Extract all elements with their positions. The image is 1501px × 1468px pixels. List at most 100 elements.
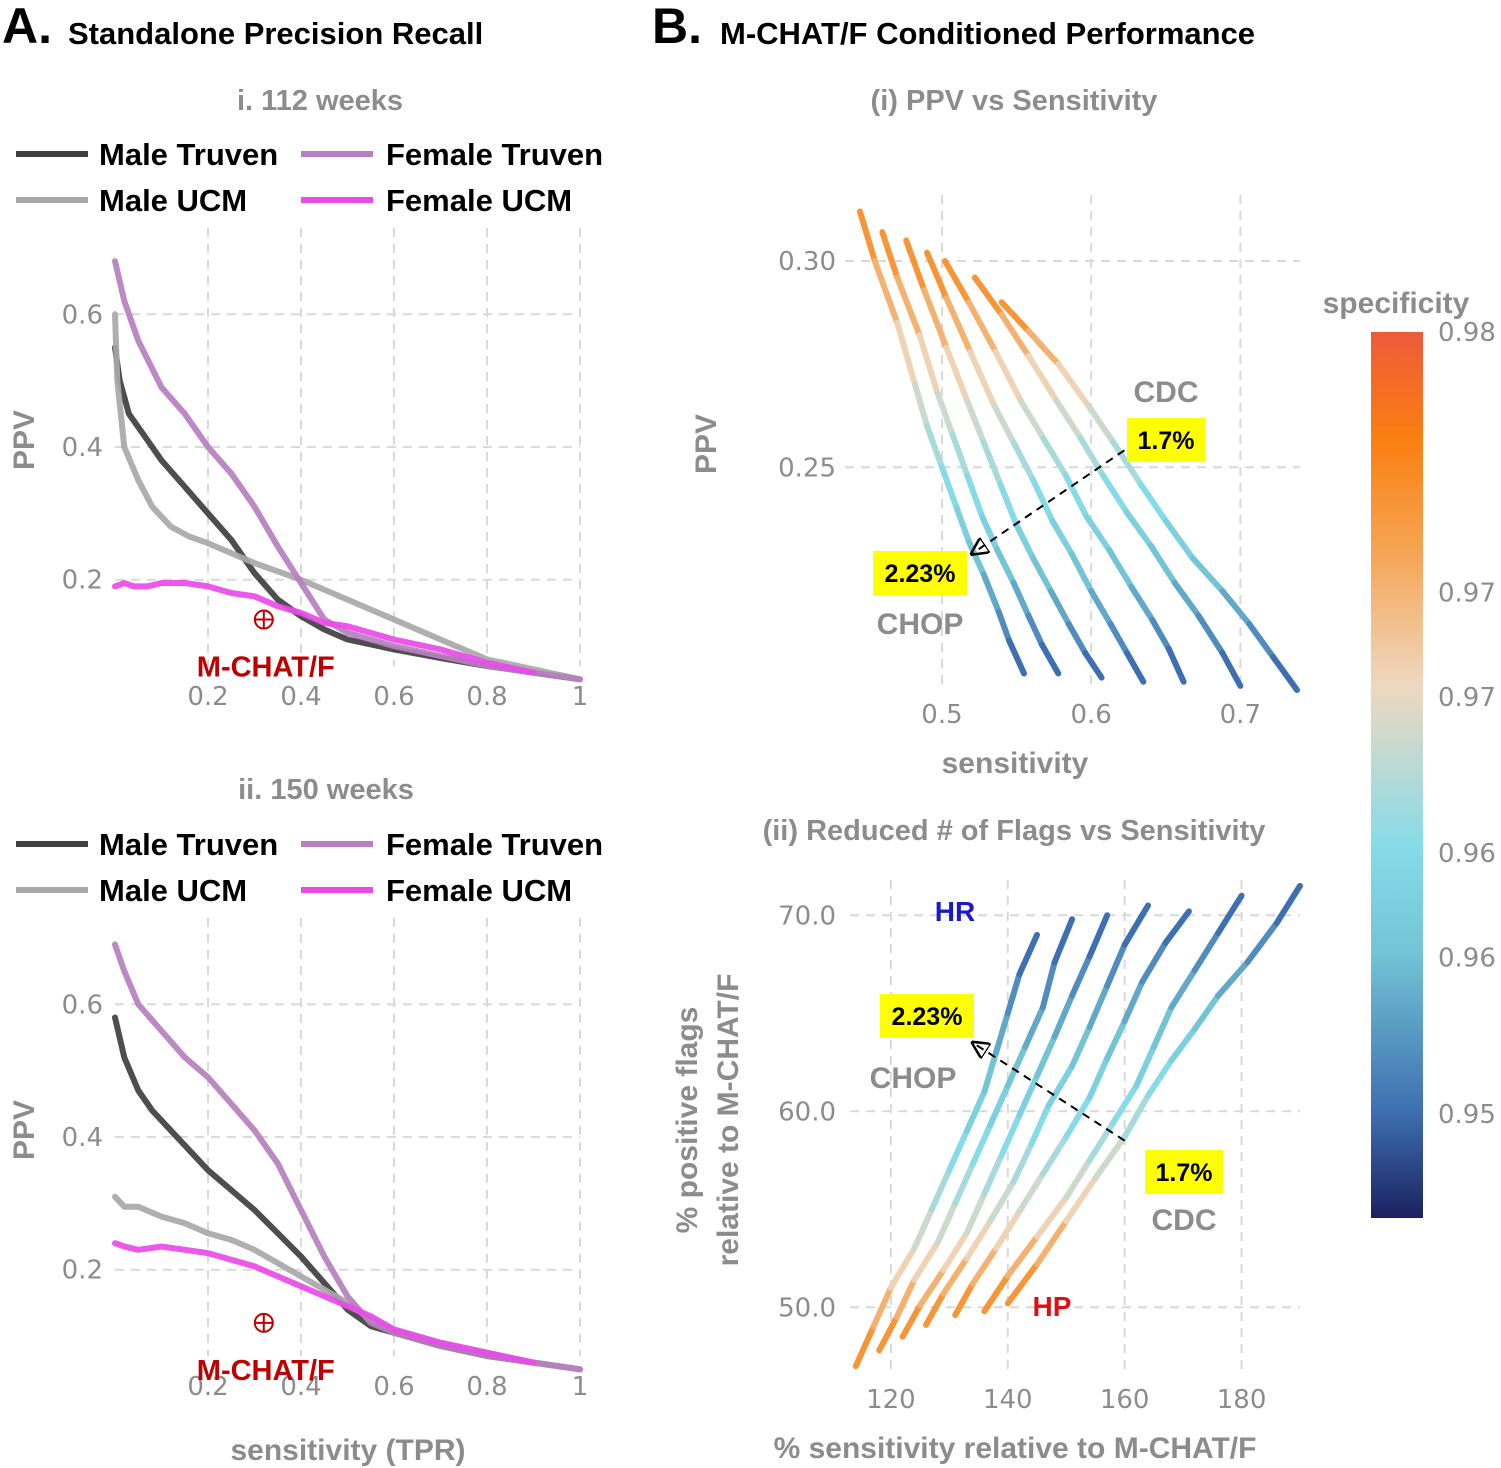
spec-series-1 <box>856 208 1028 677</box>
series-segment <box>1045 1063 1076 1109</box>
x-tick-label: 0.7 <box>1220 700 1261 730</box>
series-segment <box>1029 555 1054 594</box>
series-segment <box>992 348 1025 405</box>
series-segment <box>1086 912 1111 960</box>
chart-b-ii-title: (ii) Reduced # of Flags vs Sensitivity <box>763 815 1266 847</box>
series-segment <box>1053 398 1084 442</box>
spec-series-7 <box>1004 882 1303 1307</box>
series-segment <box>981 1049 1000 1095</box>
series-segment <box>1025 328 1062 368</box>
chart-b-ii-xlabel: % sensitivity relative to M-CHAT/F <box>774 1432 1257 1465</box>
annotation-from-value: 1.7% <box>1156 1159 1213 1187</box>
series-segment <box>1069 1024 1093 1070</box>
series-segment <box>912 381 931 429</box>
legend-label-female-truven: Female Truven <box>386 137 603 172</box>
annotation-to-name: CHOP <box>870 1062 957 1095</box>
series-segment <box>940 1255 970 1297</box>
series-segment <box>1022 1004 1046 1050</box>
series-segment <box>998 311 1032 359</box>
x-tick-label: 140 <box>983 1385 1033 1415</box>
series-segment <box>1088 588 1114 627</box>
series-segment <box>916 332 941 396</box>
y-tick-label: 0.2 <box>62 1256 103 1286</box>
series-segment <box>998 299 1032 335</box>
spec-series-5 <box>952 908 1192 1319</box>
series-segment <box>987 1178 1017 1225</box>
series-segment <box>1191 992 1222 1032</box>
y-tick-label: 0.4 <box>62 433 103 463</box>
series-segment <box>1013 522 1036 561</box>
series-segment <box>856 208 878 264</box>
chart-b-i-ylabel: PPV <box>690 414 723 474</box>
chart-b-i-series <box>856 208 1301 693</box>
panel-b-letter: B. <box>652 0 702 54</box>
series-segment <box>1191 929 1222 974</box>
series-segment <box>1010 579 1032 619</box>
legend-label-female-ucm: Female UCM <box>386 183 572 218</box>
series-segment <box>1100 472 1130 516</box>
series-segment <box>1028 1102 1052 1148</box>
series-segment <box>1055 361 1092 409</box>
series-segment <box>1121 1092 1152 1140</box>
series-segment <box>1109 1082 1140 1127</box>
chart-b-i-ticks: 0.5 0.6 0.7 0.25 0.30 <box>778 247 1261 730</box>
series-segment <box>1016 1073 1041 1119</box>
series-segment <box>1219 649 1244 689</box>
series-segment <box>1039 1133 1070 1177</box>
chart-a-i-mchat: M-CHAT/F <box>197 609 335 684</box>
series-segment <box>1139 939 1169 985</box>
series-segment <box>1029 476 1056 524</box>
chart-a-ii-xlabel: sensitivity (TPR) <box>230 1434 465 1467</box>
series-segment <box>998 1112 1023 1158</box>
series-segment <box>894 274 923 339</box>
chart-b-i-title: (i) PPV vs Sensitivity <box>871 85 1158 117</box>
series-segment <box>1038 641 1062 677</box>
series-segment <box>1051 916 1076 966</box>
series-segment <box>871 258 901 326</box>
panel-a-letter: A. <box>2 0 52 54</box>
series-segment <box>995 608 1013 644</box>
y-tick-label: 50.0 <box>778 1293 836 1323</box>
series-segment <box>1215 892 1245 936</box>
chart-a-i-ticks: 0.2 0.4 0.6 0.8 1 0.2 0.4 0.6 <box>62 300 589 712</box>
chart-b-ii-ticks: 120 140 160 180 50.0 60.0 70.0 <box>778 901 1266 1415</box>
x-tick-label: 0.8 <box>466 682 507 712</box>
spec-series-4 <box>924 249 1147 685</box>
chart-b-ii-series <box>852 882 1303 1370</box>
series-line-female-truven <box>112 258 583 683</box>
y-tick-label: 70.0 <box>778 901 836 931</box>
series-segment <box>1123 509 1154 549</box>
series-segment <box>911 1206 935 1252</box>
series-segment <box>1137 480 1169 524</box>
series-segment <box>1128 583 1156 623</box>
y-tick-label: 0.6 <box>62 990 103 1020</box>
series-segment <box>1069 953 1093 999</box>
chart-a-ii-mchat: M-CHAT/F <box>197 1312 335 1387</box>
series-line-female-ucm <box>112 580 537 676</box>
annotation-to-value: 2.23% <box>885 560 956 588</box>
series-segment <box>997 480 1020 528</box>
series-segment <box>1123 649 1147 685</box>
series-segment <box>1085 402 1117 446</box>
chart-b-ii-ylabel-line2: relative to M-CHAT/F <box>712 974 745 1267</box>
series-segment <box>1189 555 1226 594</box>
series-segment <box>1068 550 1095 594</box>
x-tick-label: 0.5 <box>921 700 962 730</box>
hr-label: HR <box>935 896 975 927</box>
chart-b-ii-ylabel-line1: % positive flags <box>671 1007 704 1234</box>
x-tick-label: 180 <box>1217 1385 1267 1415</box>
series-segment <box>943 295 974 355</box>
series-segment <box>994 546 1017 586</box>
annotation-to-box: 2.23% <box>873 551 967 595</box>
series-segment <box>963 1088 988 1134</box>
series-segment <box>1063 1157 1093 1201</box>
series-segment <box>934 390 956 438</box>
y-tick-label: 0.30 <box>778 247 836 277</box>
series-segment <box>1244 920 1280 966</box>
colorbar-ticks: 0.98 0.97 0.97 0.96 0.96 0.95 <box>1438 318 1496 1130</box>
series-segment <box>1145 1057 1175 1099</box>
annotation-from-box: 1.7% <box>1127 418 1205 462</box>
series-segment <box>1246 621 1277 660</box>
chart-a-ii-series <box>112 941 583 1373</box>
series-segment <box>943 344 971 405</box>
